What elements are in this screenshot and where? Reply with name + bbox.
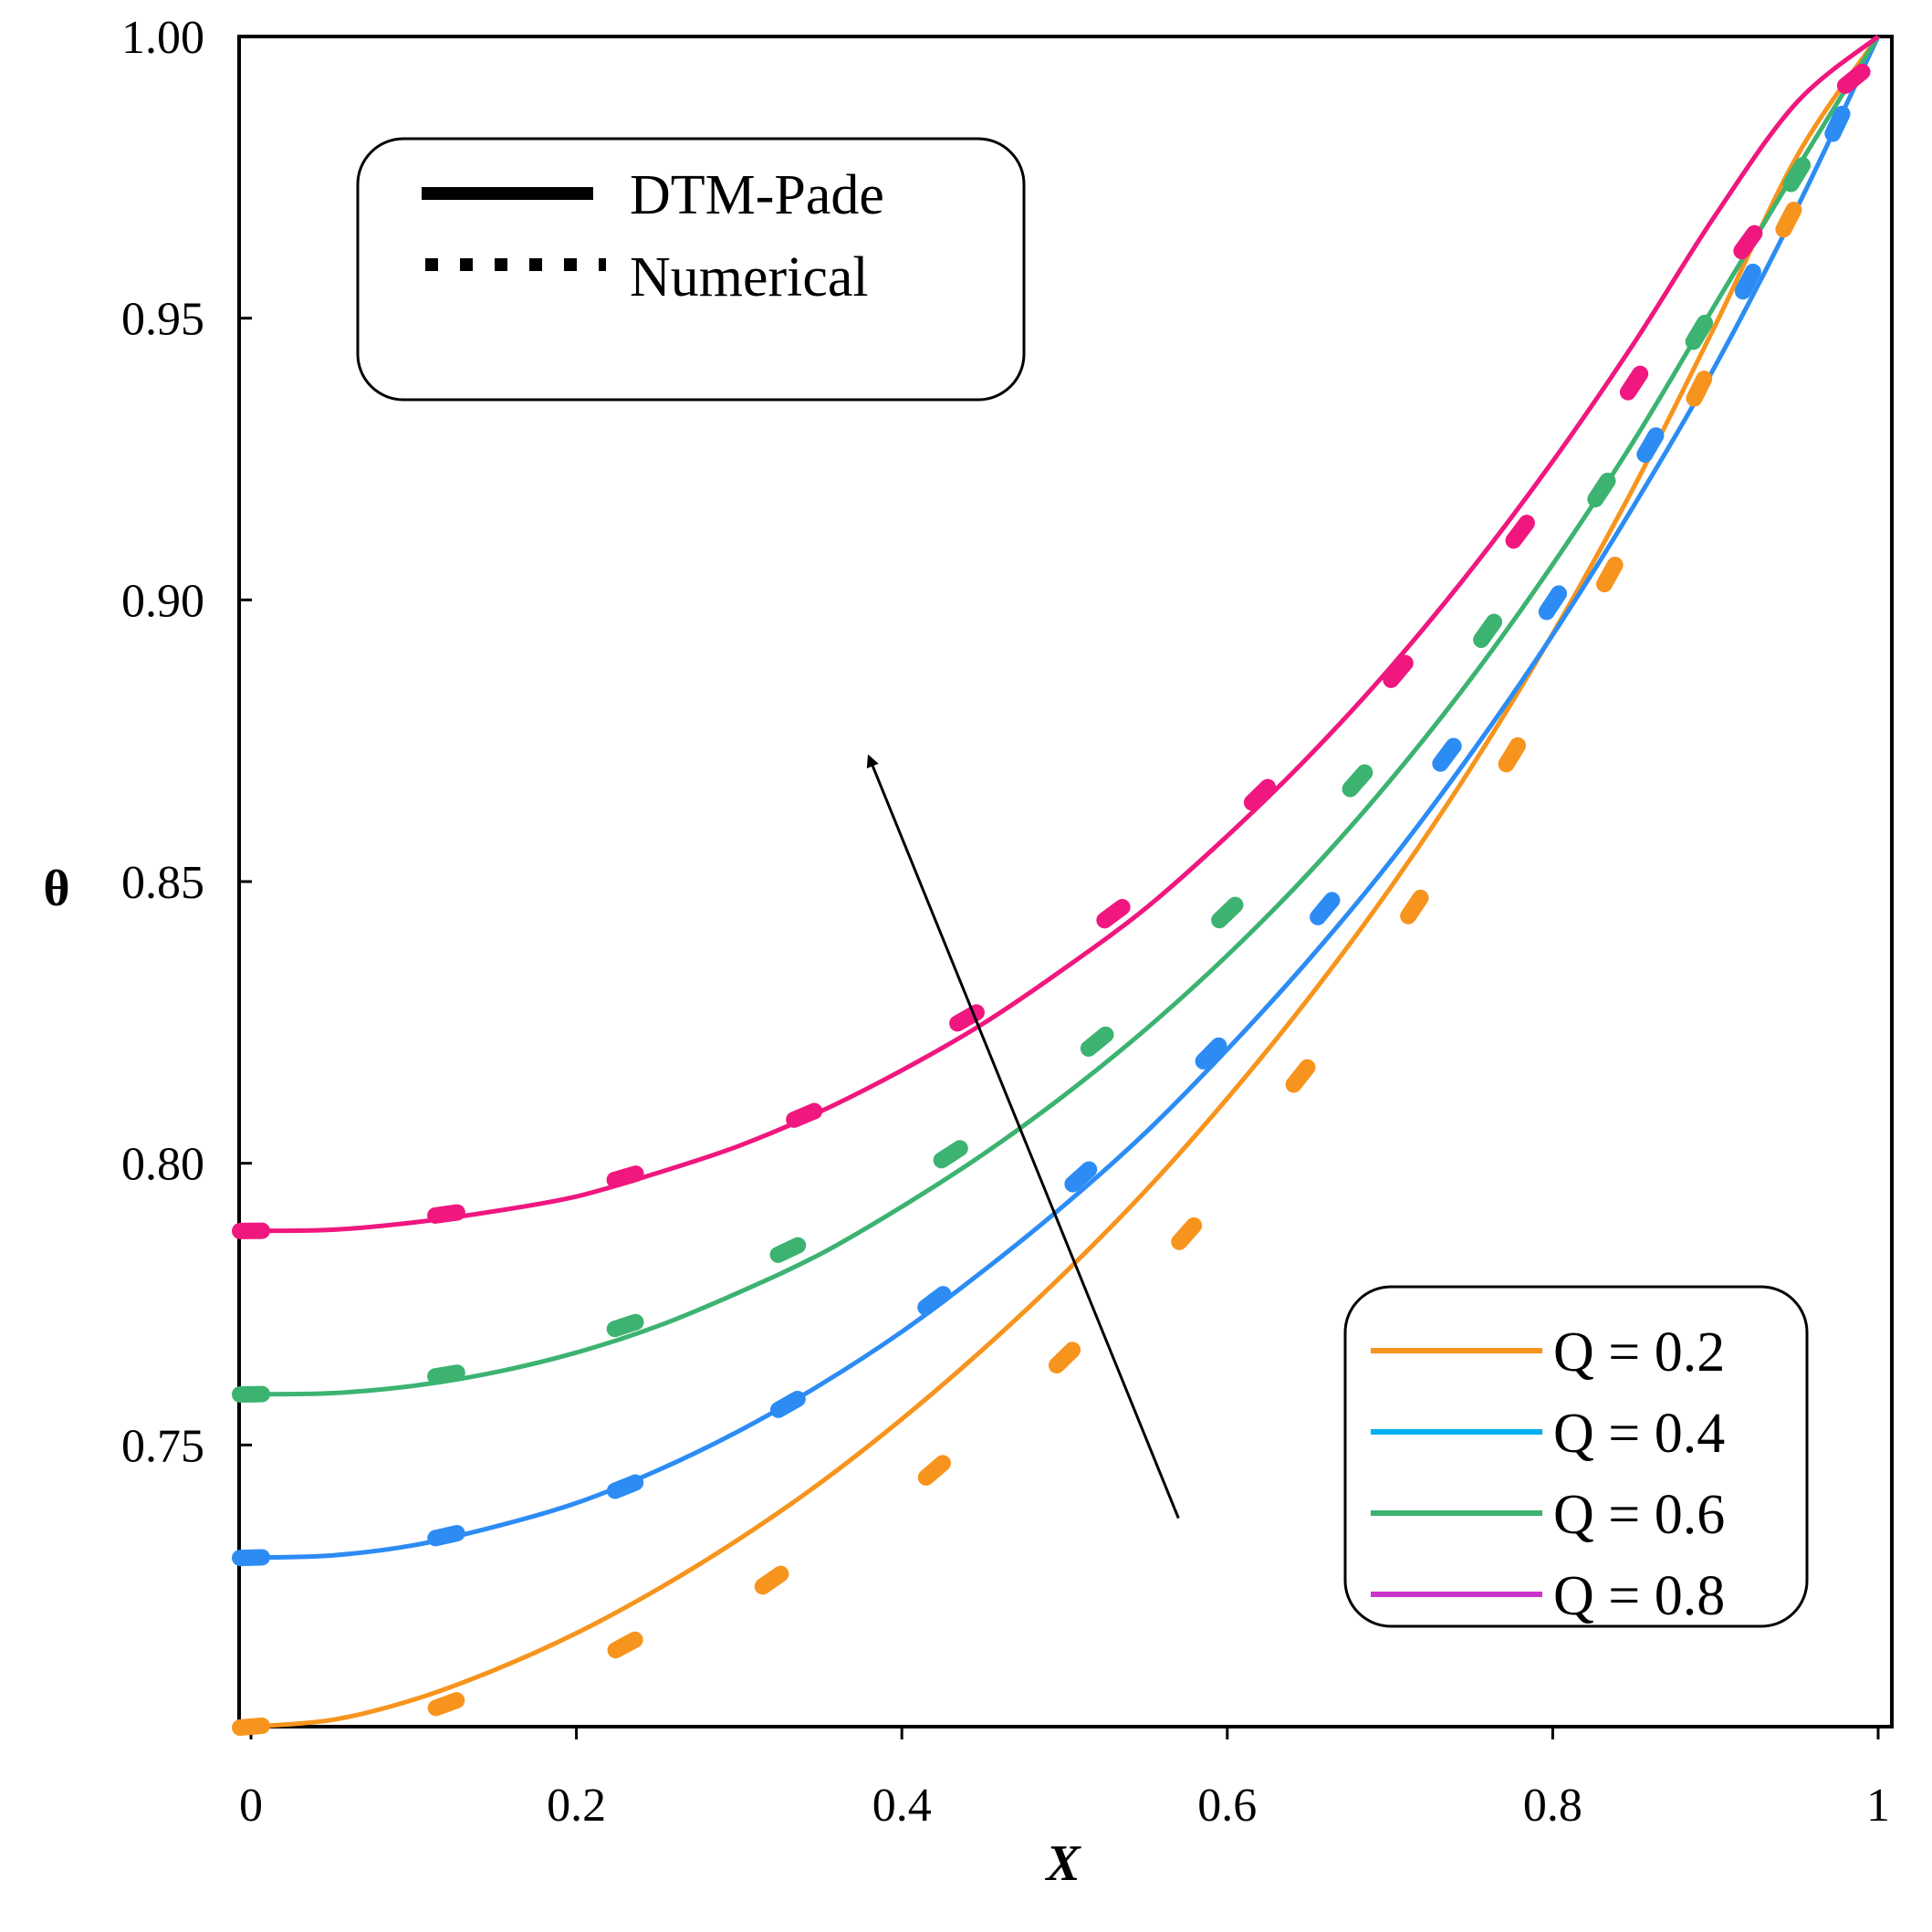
x-tick-label: 0.4: [872, 1780, 932, 1832]
x-tick-label: 1: [1866, 1780, 1890, 1832]
numerical-marker: [917, 1286, 952, 1316]
y-tick-label: 1.00: [121, 12, 204, 64]
numerical-marker: [606, 1313, 644, 1338]
method-legend: DTM-Pade Numerical: [356, 137, 1026, 402]
y-tick-labels: 0.75 0.80 0.85 0.90 0.95 1.00: [121, 12, 204, 1472]
numerical-marker: [769, 1237, 807, 1263]
series-legend-label: Q = 0.8: [1553, 1565, 1725, 1627]
x-tick-label: 0.8: [1523, 1780, 1582, 1832]
numerical-marker: [606, 1474, 644, 1499]
numerical-marker: [1824, 105, 1851, 142]
numerical-marker: [1211, 896, 1244, 929]
numerical-marker: [1400, 889, 1429, 924]
series-legend-label: Q = 0.4: [1553, 1403, 1725, 1465]
series-curve-q4: [250, 35, 1880, 1234]
dtm-pade-legend-label: DTM-Pade: [630, 164, 884, 226]
y-tick-label: 0.80: [121, 1139, 204, 1191]
numerical-marker: [1342, 764, 1373, 798]
numerical-marker: [1636, 427, 1665, 463]
numerical-marker: [1619, 365, 1649, 401]
numerical-marker: [1836, 63, 1871, 94]
curves-group: [250, 35, 1881, 1729]
numerical-marker: [1595, 557, 1624, 593]
numerical-marker: [1782, 156, 1812, 193]
x-tick-label: 0.6: [1197, 1780, 1257, 1832]
numerical-marker: [1243, 778, 1277, 811]
numerical-marker: [607, 1631, 643, 1659]
series-legend-label: Q = 0.6: [1553, 1484, 1725, 1546]
numerical-marker: [1383, 654, 1414, 688]
numerical-marker: [427, 1204, 465, 1224]
numerical-marker: [1432, 737, 1462, 772]
numerical-marker: [232, 1549, 270, 1567]
series-legend-box: [1343, 1285, 1809, 1628]
method-legend-box: [356, 137, 1026, 402]
numerical-marker: [917, 1455, 951, 1486]
x-axis-title: X: [1044, 1835, 1081, 1892]
x-tick-label: 0: [239, 1780, 263, 1832]
y-axis-title: θ: [43, 861, 69, 917]
numerical-marker: [1775, 201, 1802, 238]
numerical-marker: [769, 1390, 806, 1418]
numerical-marker: [427, 1525, 465, 1547]
numerical-marker: [427, 1692, 465, 1717]
numerical-marker: [1734, 263, 1761, 300]
numerical-marker: [1195, 1037, 1227, 1070]
series-curve-q2: [250, 35, 1881, 1561]
y-tick-label: 0.85: [121, 857, 204, 909]
numerical-marker: [786, 1102, 823, 1128]
numerical-marker: [1498, 736, 1527, 773]
series-curve-q1: [250, 35, 1881, 1729]
numerical-marker: [1538, 585, 1567, 621]
increasing-q-arrow: [866, 754, 1180, 1519]
numerical-marker: [1473, 613, 1503, 649]
y-tick-label: 0.90: [121, 575, 204, 627]
numerical-marker: [606, 1165, 644, 1188]
numerical-marker: [232, 1718, 270, 1736]
numerical-marker: [1064, 1161, 1098, 1193]
numerical-marker: [1096, 899, 1131, 929]
numerical-marker: [1080, 1026, 1114, 1057]
numerical-marker: [1171, 1217, 1203, 1250]
numerical-marker: [933, 1140, 968, 1169]
y-tick-label: 0.95: [121, 294, 204, 346]
x-tick-labels: 0 0.2 0.4 0.6 0.8 1: [239, 1780, 1890, 1832]
numerical-marker: [1733, 225, 1763, 260]
x-tick-label: 0.2: [547, 1780, 606, 1832]
numerical-marker: [1686, 371, 1713, 407]
series-legend-label: Q = 0.2: [1553, 1321, 1725, 1384]
tick-marks: [239, 35, 1880, 1739]
series-curve-q3: [250, 35, 1881, 1397]
series-legend: Q = 0.2 Q = 0.4 Q = 0.6 Q = 0.8: [1343, 1285, 1809, 1628]
numerical-marker: [1587, 472, 1616, 507]
numerical-marker: [427, 1364, 465, 1385]
numerical-marker: [1310, 892, 1341, 925]
numerical-marker: [754, 1565, 789, 1595]
numerical-marker: [1505, 515, 1535, 549]
y-tick-label: 0.75: [121, 1420, 204, 1472]
numerical-marker: [1685, 314, 1714, 350]
numerical-marker: [1048, 1342, 1081, 1374]
numerical-marker: [1285, 1059, 1316, 1093]
numerical-legend-label: Numerical: [630, 246, 869, 308]
